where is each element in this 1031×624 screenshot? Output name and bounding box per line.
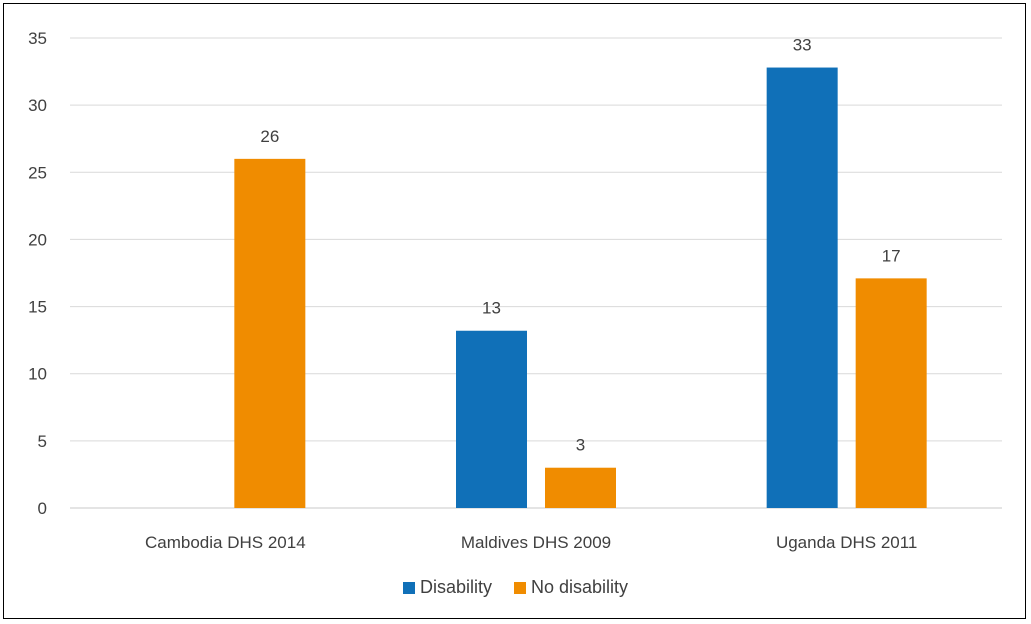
x-axis-labels: Cambodia DHS 2014 Maldives DHS 2009 Uganda…: [145, 533, 917, 552]
data-label-disability: 13: [482, 299, 501, 318]
data-label-no-disability: 3: [576, 436, 585, 455]
x-category-label: Maldives DHS 2009: [461, 533, 611, 552]
y-tick-label: 10: [28, 365, 47, 384]
legend-swatch-disability: [402, 581, 415, 594]
gridlines: [70, 37, 1002, 509]
legend-item-disability: Disability: [402, 577, 492, 598]
y-tick-label: 5: [38, 432, 47, 451]
y-tick-label: 25: [28, 163, 47, 182]
data-label-disability: 33: [793, 36, 812, 55]
legend-item-no-disability: No disability: [513, 577, 629, 598]
legend-swatch-no-disability: [513, 581, 526, 594]
y-tick-label: 30: [28, 96, 47, 115]
legend-label-no-disability: No disability: [530, 577, 629, 597]
y-tick-label: 0: [38, 499, 47, 518]
legend-label-disability: Disability: [419, 577, 492, 597]
bar-disability: [456, 330, 527, 508]
data-label-no-disability: 26: [260, 127, 279, 146]
legend: Disability No disability: [0, 577, 1031, 598]
x-category-label: Cambodia DHS 2014: [145, 533, 306, 552]
bar-no-disability: [234, 158, 306, 508]
chart-frame: [3, 3, 1026, 619]
y-tick-label: 15: [28, 298, 47, 317]
bar-no-disability: [855, 278, 927, 508]
x-category-label: Uganda DHS 2011: [776, 533, 917, 552]
y-tick-label: 20: [28, 230, 47, 249]
y-axis-ticks: 0 5 10 15 20 25 30 35: [28, 29, 47, 518]
y-tick-label: 35: [28, 29, 47, 48]
data-label-no-disability: 17: [882, 246, 901, 265]
bar-no-disability: [545, 467, 616, 508]
bar-disability: [766, 67, 838, 509]
bars: [234, 67, 927, 509]
